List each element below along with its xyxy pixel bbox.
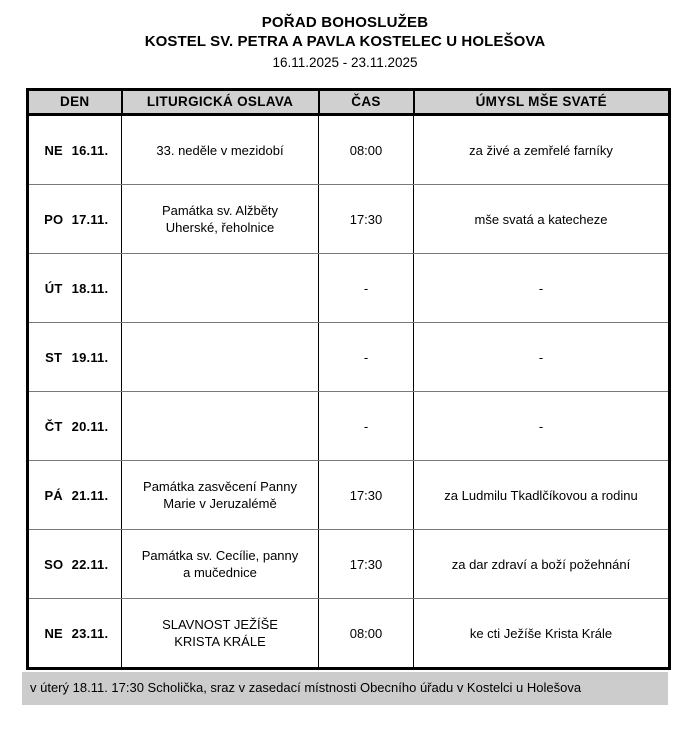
column-header-cas: ČAS: [317, 89, 415, 116]
cell-time: -: [318, 391, 414, 461]
table-row: ÚT 18.11. - -: [27, 253, 670, 323]
table-header: DEN LITURGICKÁ OSLAVA ČAS ÚMYSL MŠE SVAT…: [27, 89, 670, 116]
table-row: SO 22.11. Památka sv. Cecílie, panny a mu…: [27, 529, 670, 599]
column-header-den: DEN: [27, 89, 123, 116]
day-of-week: SO: [44, 556, 64, 572]
table-body: NE 16.11. 33. neděle v mezidobí 08:00 za …: [27, 114, 670, 669]
cell-time: -: [318, 253, 414, 323]
day-of-week: ST: [45, 349, 63, 365]
cell-celebration: Památka sv. Alžběty Uherské, řeholnice: [121, 184, 319, 254]
cell-celebration: Památka sv. Cecílie, panny a mučednice: [121, 529, 319, 599]
cell-day: NE 16.11.: [27, 114, 122, 185]
table-row: ST 19.11. - -: [27, 322, 670, 392]
day-date: 23.11.: [71, 625, 109, 641]
table-row: NE 16.11. 33. neděle v mezidobí 08:00 za …: [27, 114, 670, 185]
date-range: 16.11.2025 - 23.11.2025: [272, 55, 418, 70]
cell-day: PÁ 21.11.: [27, 460, 122, 530]
table-row: NE 23.11. SLAVNOST JEŽÍŠE KRISTA KRÁLE 08…: [27, 598, 670, 669]
cell-time: 17:30: [318, 529, 414, 599]
day-of-week: NE: [44, 142, 63, 158]
cell-intention: -: [413, 391, 670, 461]
cell-time: 08:00: [318, 114, 414, 185]
cell-intention: ke cti Ježíše Krista Krále: [413, 598, 670, 669]
cell-day: ST 19.11.: [27, 322, 122, 392]
table-row: ČT 20.11. - -: [27, 391, 670, 461]
cell-day: SO 22.11.: [27, 529, 122, 599]
cell-intention: mše svatá a katecheze: [413, 184, 670, 254]
cell-intention: -: [413, 322, 670, 392]
cell-celebration: [121, 253, 319, 323]
cell-celebration: Památka zasvěcení Panny Marie v Jeruzalé…: [121, 460, 319, 530]
day-of-week: PO: [44, 211, 64, 227]
footer-note: v úterý 18.11. 17:30 Scholička, sraz v z…: [22, 672, 668, 705]
day-date: 21.11.: [71, 487, 109, 503]
day-date: 20.11.: [71, 418, 109, 434]
cell-celebration: [121, 391, 319, 461]
table-row: PO 17.11. Památka sv. Alžběty Uherské, ře…: [27, 184, 670, 254]
cell-intention: -: [413, 253, 670, 323]
day-of-week: NE: [44, 625, 63, 641]
day-of-week: ČT: [44, 418, 63, 434]
cell-time: 08:00: [318, 598, 414, 669]
day-date: 18.11.: [71, 280, 109, 296]
schedule-table-container: DEN LITURGICKÁ OSLAVA ČAS ÚMYSL MŠE SVAT…: [26, 88, 671, 670]
cell-intention: za Ludmilu Tkadlčíkovou a rodinu: [413, 460, 670, 530]
page-title: POŘAD BOHOSLUŽEB: [261, 14, 429, 31]
cell-celebration: SLAVNOST JEŽÍŠE KRISTA KRÁLE: [121, 598, 319, 669]
title-block: POŘAD BOHOSLUŽEB KOSTEL SV. PETRA A PAVL…: [0, 0, 690, 73]
header-row: DEN LITURGICKÁ OSLAVA ČAS ÚMYSL MŠE SVAT…: [27, 89, 670, 116]
cell-day: PO 17.11.: [27, 184, 122, 254]
day-date: 19.11.: [71, 349, 109, 365]
cell-time: 17:30: [318, 184, 414, 254]
day-date: 16.11.: [71, 142, 109, 158]
day-date: 22.11.: [71, 556, 109, 572]
cell-time: -: [318, 322, 414, 392]
cell-intention: za živé a zemřelé farníky: [413, 114, 670, 185]
cell-celebration: [121, 322, 319, 392]
cell-day: ÚT 18.11.: [27, 253, 122, 323]
parish-title: KOSTEL SV. PETRA A PAVLA KOSTELEC U HOLE…: [144, 33, 546, 50]
column-header-liturgicka-oslava: LITURGICKÁ OSLAVA: [120, 89, 320, 116]
table-row: PÁ 21.11. Památka zasvěcení Panny Marie v…: [27, 460, 670, 530]
cell-day: NE 23.11.: [27, 598, 122, 669]
day-of-week: PÁ: [44, 487, 63, 503]
cell-intention: za dar zdraví a boží požehnání: [413, 529, 670, 599]
cell-celebration: 33. neděle v mezidobí: [121, 114, 319, 185]
cell-time: 17:30: [318, 460, 414, 530]
column-header-umysl-mse-svate: ÚMYSL MŠE SVATÉ: [412, 89, 670, 116]
cell-day: ČT 20.11.: [27, 391, 122, 461]
day-date: 17.11.: [71, 211, 109, 227]
day-of-week: ÚT: [44, 280, 63, 296]
schedule-table: DEN LITURGICKÁ OSLAVA ČAS ÚMYSL MŠE SVAT…: [26, 88, 671, 670]
